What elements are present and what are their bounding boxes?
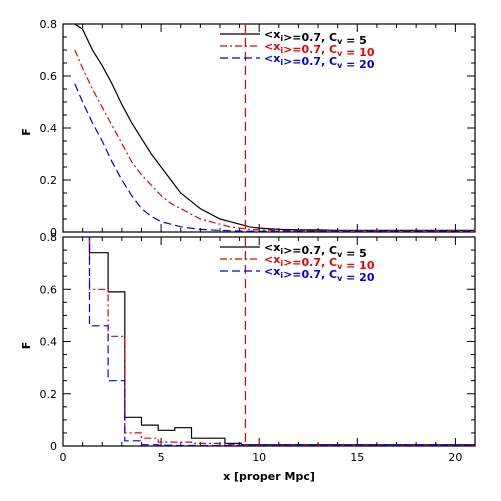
top-y-tick-label: 0.2 <box>40 174 58 187</box>
bottom-legend-label-3: <xi>=0.7, Cv = 20 <box>264 265 375 284</box>
panel-top: 00.20.40.60.8F<xi>=0.7, Cv = 5<xi>=0.7, … <box>20 18 476 239</box>
top-legend-label-1: <xi>=0.7, Cv = 5 <box>264 28 367 47</box>
top-y-tick-label: 0.4 <box>40 122 58 135</box>
bottom-y-tick-label: 0 <box>50 440 57 453</box>
top-y-tick-label: 0.6 <box>40 70 58 83</box>
bottom-x-tick-label: 0 <box>60 451 67 464</box>
bottom-x-tick-label: 10 <box>252 451 266 464</box>
bottom-legend-label-2: <xi>=0.7, Cv = 10 <box>264 253 375 272</box>
bottom-y-tick-label: 0.8 <box>40 231 58 244</box>
top-y-axis-label: F <box>20 128 33 136</box>
top-legend-label-2: <xi>=0.7, Cv = 10 <box>264 40 375 59</box>
top-y-tick-label: 0 <box>50 226 57 239</box>
bottom-x-axis-label: x [proper Mpc] <box>223 470 315 483</box>
bottom-x-tick-label: 5 <box>158 451 165 464</box>
bottom-y-tick-label: 0.6 <box>40 283 58 296</box>
bottom-y-tick-label: 0.4 <box>40 336 58 349</box>
top-series-3 <box>74 83 475 232</box>
bottom-data-area <box>88 237 475 446</box>
bottom-legend-label-1: <xi>=0.7, Cv = 5 <box>264 241 367 260</box>
bottom-y-axis-label: F <box>20 342 33 350</box>
top-legend-label-3: <xi>=0.7, Cv = 20 <box>264 52 375 71</box>
bottom-y-tick-label: 0.2 <box>40 388 58 401</box>
bottom-series-1 <box>88 237 475 446</box>
bottom-x-tick-label: 20 <box>448 451 462 464</box>
panel-bottom: 0 0.2 0.4 0.6 0.8 0 5 10 15 20 Fx [proper Mpc] <xi>… <box>20 231 476 483</box>
top-y-tick-label: 0.8 <box>40 18 58 31</box>
bottom-series-3 <box>88 237 475 446</box>
top-series-2 <box>74 49 475 232</box>
top-data-area <box>74 24 475 232</box>
bottom-x-tick-label: 15 <box>350 451 364 464</box>
